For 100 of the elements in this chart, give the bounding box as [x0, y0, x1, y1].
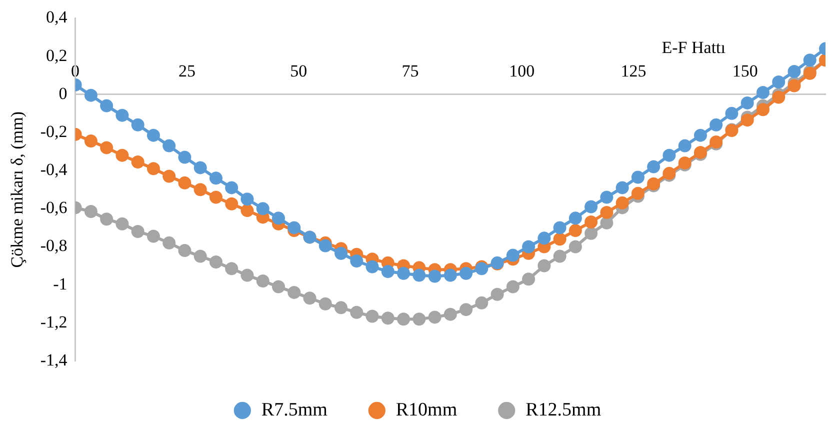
point: [522, 272, 536, 286]
y-tick-label: 0: [58, 84, 68, 103]
point: [600, 216, 614, 230]
point: [162, 139, 176, 152]
annotation: E-F Hattı: [662, 38, 726, 58]
point: [209, 172, 222, 185]
point: [710, 118, 723, 132]
y-axis-title: Çökme mikarı δ, (mm): [8, 111, 27, 268]
point: [334, 301, 348, 314]
point: [162, 170, 176, 183]
point: [272, 212, 285, 225]
point: [788, 79, 801, 92]
point: [178, 244, 192, 258]
point: [100, 212, 114, 226]
point: [694, 128, 707, 142]
point: [631, 170, 644, 184]
point: [553, 232, 566, 246]
legend-label: R12.5mm: [526, 399, 602, 420]
point: [116, 148, 129, 162]
x-tick-label: 125: [620, 62, 646, 81]
point: [84, 134, 98, 148]
point: [84, 88, 98, 102]
point: [740, 114, 754, 127]
y-tick-label: -1,4: [40, 350, 68, 370]
y-tick-label: -0,6: [40, 198, 68, 218]
point: [553, 250, 566, 263]
point: [444, 308, 457, 321]
point: [225, 262, 238, 276]
point: [662, 148, 676, 162]
x-tick-label: 50: [290, 62, 308, 81]
point: [568, 240, 582, 254]
point: [100, 99, 114, 112]
point: [428, 310, 442, 324]
y-tick-label: -1,2: [40, 312, 68, 332]
point: [303, 292, 316, 305]
y-tick-label: -0,8: [40, 236, 68, 256]
point: [522, 240, 536, 254]
point: [240, 204, 254, 218]
point: [209, 190, 222, 204]
point: [84, 205, 98, 218]
x-tick-label: 75: [402, 62, 419, 81]
point: [240, 192, 254, 206]
point: [131, 118, 144, 132]
point: [616, 196, 629, 210]
point: [803, 54, 816, 67]
y-tick-label: -0,4: [40, 160, 68, 180]
point: [444, 268, 457, 282]
point: [146, 162, 160, 176]
x-tick-label: 150: [732, 62, 758, 81]
point: [366, 310, 379, 323]
point: [318, 297, 332, 310]
point: [240, 268, 254, 282]
point: [788, 65, 801, 78]
point: [381, 312, 394, 325]
point: [490, 288, 504, 301]
point: [740, 96, 754, 110]
point: [225, 181, 238, 194]
point: [584, 226, 598, 240]
point: [100, 141, 114, 154]
point: [256, 274, 270, 288]
point: [475, 296, 488, 310]
point: [209, 255, 222, 268]
point: [506, 248, 520, 262]
point: [568, 212, 582, 225]
point: [756, 86, 770, 99]
point: [725, 106, 738, 120]
point: [553, 221, 566, 234]
point: [412, 268, 426, 282]
point: [428, 270, 442, 283]
point: [194, 161, 207, 174]
point: [350, 306, 364, 319]
point: [568, 224, 582, 238]
point: [772, 76, 786, 88]
point: [600, 206, 614, 219]
point: [288, 221, 301, 234]
point: [178, 150, 192, 164]
y-tick-label: 0,4: [46, 8, 68, 27]
point: [116, 217, 129, 230]
y-tick-label: -1: [53, 274, 68, 294]
point: [256, 202, 270, 216]
x-tick-label: 25: [178, 62, 196, 81]
x-tick-label: 0: [71, 62, 80, 81]
point: [756, 103, 770, 116]
point: [397, 266, 410, 280]
point: [318, 239, 332, 252]
point: [772, 90, 786, 104]
point: [366, 260, 379, 274]
point: [600, 190, 614, 204]
point: [131, 155, 144, 168]
point: [162, 236, 176, 250]
point: [460, 303, 473, 316]
point: [584, 200, 598, 214]
point: [381, 264, 394, 278]
point: [225, 197, 238, 210]
point: [116, 108, 129, 122]
point: [397, 312, 410, 326]
point: [506, 280, 520, 294]
legend-label: R7.5mm: [261, 399, 328, 420]
point: [616, 181, 629, 194]
point: [538, 259, 551, 272]
